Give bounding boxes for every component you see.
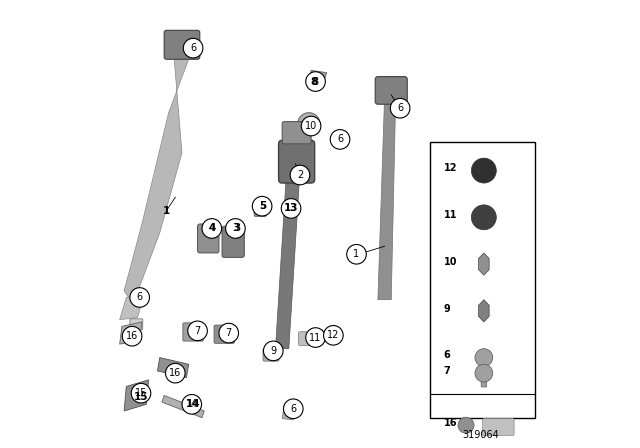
Circle shape <box>281 198 301 218</box>
Text: 13: 13 <box>285 203 297 213</box>
Text: 11: 11 <box>309 332 322 343</box>
FancyBboxPatch shape <box>483 418 514 435</box>
Text: 1: 1 <box>353 249 360 259</box>
FancyBboxPatch shape <box>183 323 204 341</box>
FancyBboxPatch shape <box>481 368 486 387</box>
FancyBboxPatch shape <box>263 349 279 361</box>
Text: 7: 7 <box>444 366 451 376</box>
Text: 319064: 319064 <box>462 431 499 440</box>
Circle shape <box>284 399 303 418</box>
Circle shape <box>219 323 239 343</box>
Text: 12: 12 <box>444 164 457 173</box>
FancyBboxPatch shape <box>222 226 244 258</box>
Text: 7: 7 <box>195 326 201 336</box>
Text: 7: 7 <box>226 328 232 338</box>
Polygon shape <box>120 322 142 344</box>
Text: 6: 6 <box>444 350 451 360</box>
Circle shape <box>188 321 207 340</box>
Circle shape <box>131 383 151 403</box>
Polygon shape <box>479 300 489 322</box>
FancyBboxPatch shape <box>481 353 486 371</box>
Circle shape <box>472 205 496 230</box>
FancyBboxPatch shape <box>130 319 143 330</box>
Text: 6: 6 <box>337 134 343 144</box>
Polygon shape <box>309 70 326 86</box>
Text: 15: 15 <box>134 392 148 402</box>
FancyBboxPatch shape <box>431 142 535 418</box>
Text: 6: 6 <box>397 103 403 113</box>
Text: 6: 6 <box>290 404 296 414</box>
FancyBboxPatch shape <box>278 140 315 183</box>
Text: 1: 1 <box>163 206 170 215</box>
Text: 13: 13 <box>284 203 298 213</box>
FancyBboxPatch shape <box>254 200 267 216</box>
Text: 4: 4 <box>209 224 215 233</box>
Text: 14: 14 <box>186 399 198 409</box>
Circle shape <box>472 158 496 183</box>
Text: 12: 12 <box>327 330 340 340</box>
Text: 10: 10 <box>444 257 457 267</box>
Circle shape <box>301 116 321 136</box>
Circle shape <box>330 129 350 149</box>
Polygon shape <box>124 42 195 304</box>
Text: 14: 14 <box>186 399 200 409</box>
Text: 3: 3 <box>232 224 239 233</box>
Polygon shape <box>162 396 204 418</box>
Circle shape <box>306 328 325 347</box>
Polygon shape <box>378 97 396 300</box>
Text: 6: 6 <box>136 293 143 302</box>
FancyBboxPatch shape <box>285 204 296 217</box>
Circle shape <box>130 288 150 307</box>
Circle shape <box>303 118 315 129</box>
Text: 16: 16 <box>444 418 457 428</box>
Polygon shape <box>479 253 489 275</box>
Polygon shape <box>282 404 296 420</box>
Text: 4: 4 <box>209 223 216 233</box>
FancyBboxPatch shape <box>282 121 311 144</box>
Text: 8: 8 <box>312 77 319 86</box>
Text: 15: 15 <box>135 388 147 398</box>
Text: 11: 11 <box>444 210 457 220</box>
Circle shape <box>475 349 493 366</box>
Text: 3: 3 <box>234 223 241 233</box>
Text: 9: 9 <box>444 304 451 314</box>
Polygon shape <box>120 295 144 320</box>
Text: 5: 5 <box>259 201 267 211</box>
FancyBboxPatch shape <box>214 325 234 343</box>
FancyBboxPatch shape <box>164 30 200 59</box>
Text: 16: 16 <box>126 331 138 341</box>
Text: 2: 2 <box>297 170 303 180</box>
Text: 10: 10 <box>305 121 317 131</box>
Circle shape <box>347 245 366 264</box>
Circle shape <box>183 39 203 58</box>
Circle shape <box>252 196 272 216</box>
Circle shape <box>182 395 202 414</box>
Circle shape <box>298 113 320 135</box>
Text: 8: 8 <box>310 77 318 86</box>
Circle shape <box>122 327 142 346</box>
Circle shape <box>166 363 185 383</box>
Circle shape <box>458 417 474 433</box>
Polygon shape <box>124 380 148 411</box>
Circle shape <box>226 219 245 238</box>
FancyBboxPatch shape <box>375 77 407 104</box>
Circle shape <box>475 364 493 382</box>
Circle shape <box>202 219 221 238</box>
FancyBboxPatch shape <box>299 332 310 345</box>
Text: 6: 6 <box>190 43 196 53</box>
Circle shape <box>290 165 310 185</box>
Circle shape <box>324 326 343 345</box>
FancyBboxPatch shape <box>198 224 219 253</box>
Text: 5: 5 <box>259 201 265 211</box>
Text: 16: 16 <box>169 368 181 378</box>
Polygon shape <box>157 358 189 378</box>
Circle shape <box>390 99 410 118</box>
Circle shape <box>264 341 283 361</box>
Text: 9: 9 <box>270 346 276 356</box>
Polygon shape <box>275 135 302 349</box>
Circle shape <box>306 72 325 91</box>
